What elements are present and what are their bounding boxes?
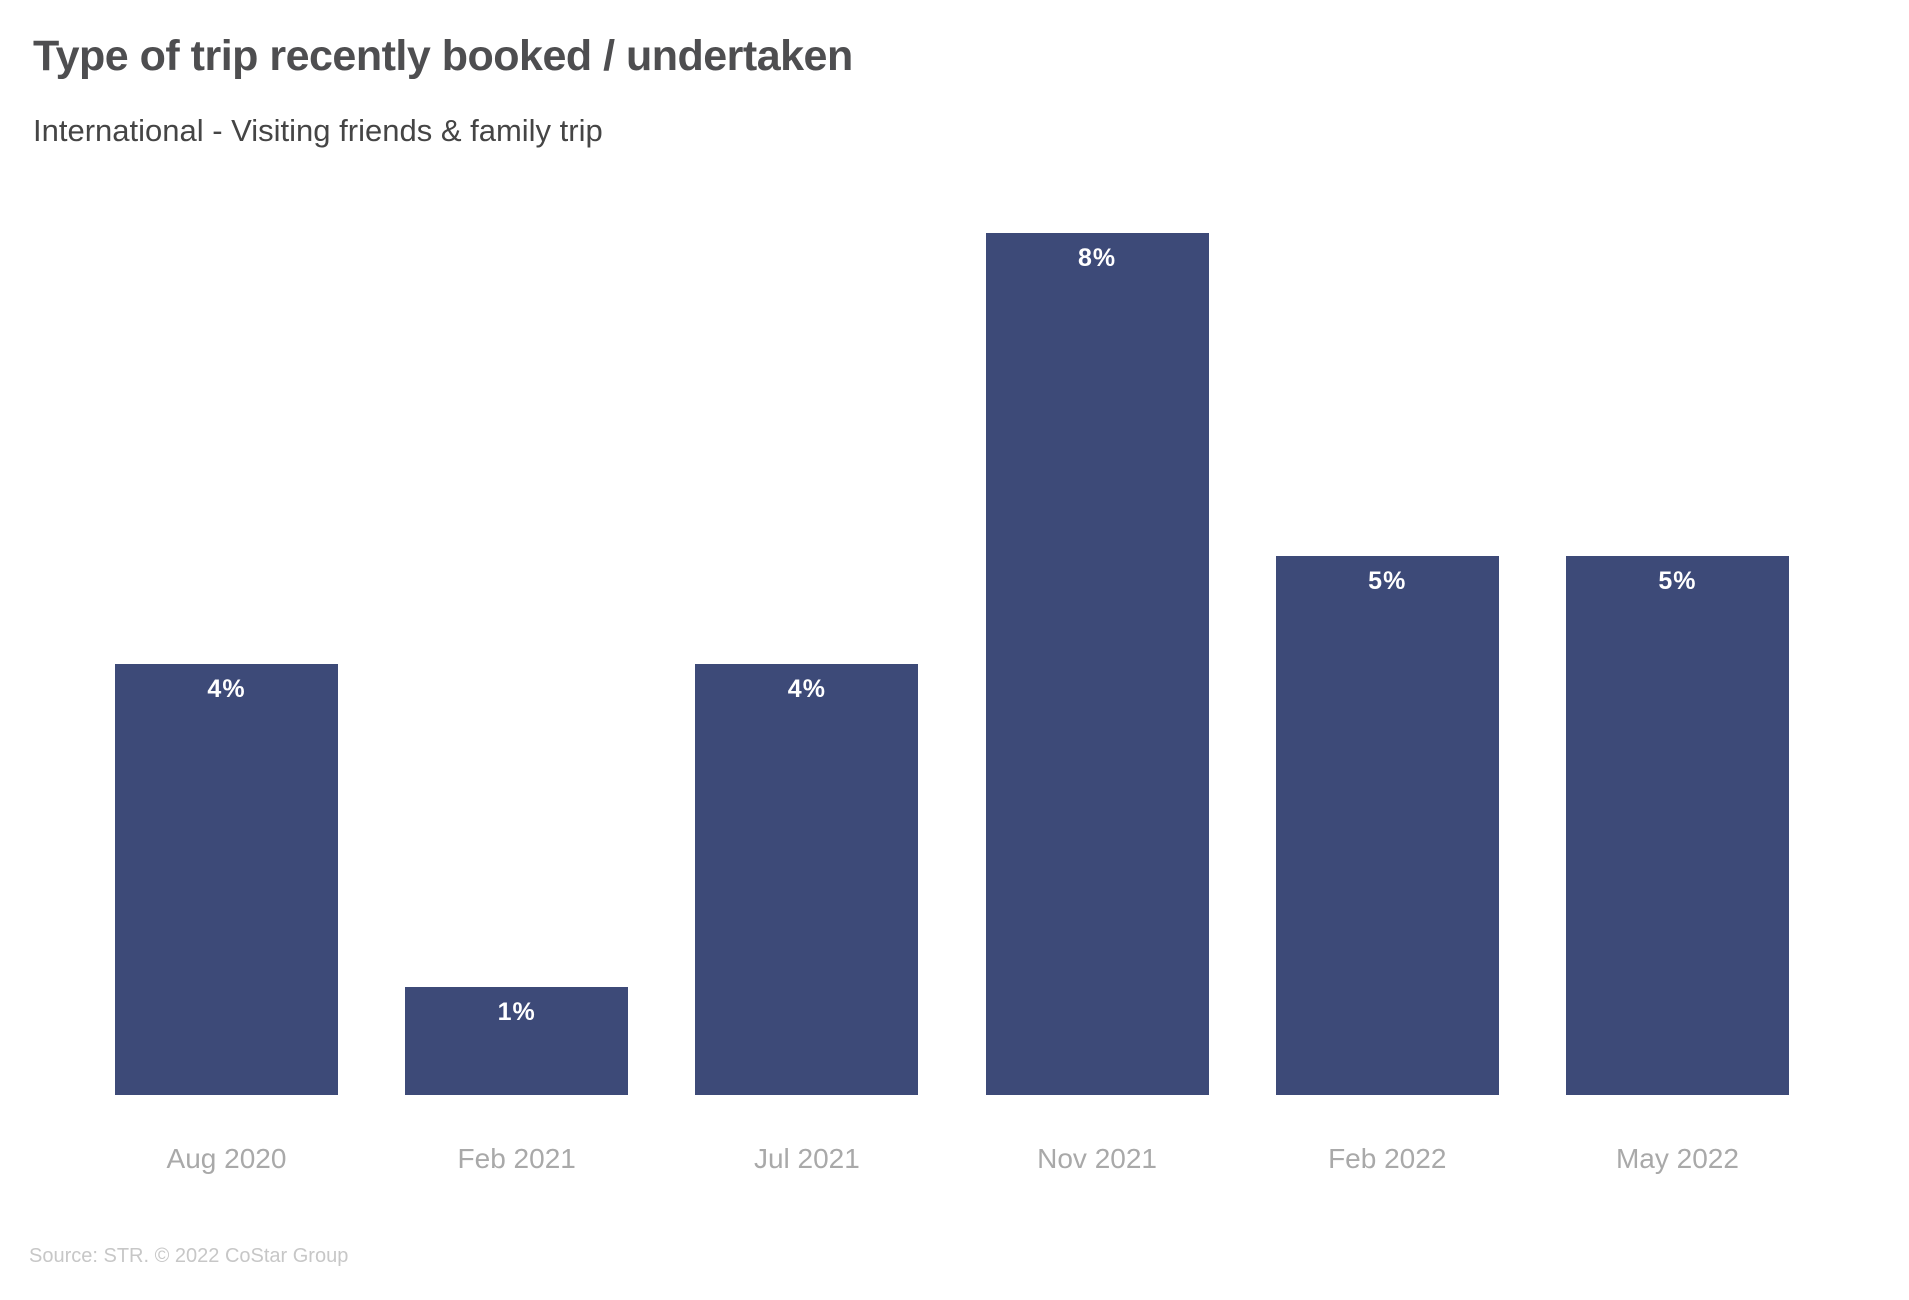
bar-aug-2020: 4% [115,664,338,1095]
plot-area: 4% 1% 4% 8% 5% 5% [115,233,1789,1095]
bar-value-label: 4% [787,675,826,703]
x-axis-label: May 2022 [1615,1143,1739,1174]
x-axis: Aug 2020 Feb 2021 Jul 2021 Nov 2021 Feb 2022… [115,1143,1789,1175]
x-axis-label: Nov 2021 [1037,1143,1157,1174]
bar-value-label: 5% [1658,567,1697,595]
bar-nov-2021: 8% [985,233,1209,1095]
bar-feb-2021: 1% [405,987,629,1095]
bar-feb-2022: 5% [1275,556,1499,1095]
x-axis-label: Jul 2021 [753,1143,860,1174]
x-axis-label: Feb 2022 [1328,1143,1447,1174]
source-note: Source: STR. © 2022 CoStar Group [29,1245,349,1267]
x-axis-label: Aug 2020 [166,1143,287,1174]
bar-value-label: 5% [1368,567,1407,595]
x-axis-label: Feb 2021 [457,1143,576,1174]
bar-may-2022: 5% [1565,556,1789,1095]
bar-value-label: 1% [497,998,536,1026]
chart-title: Type of trip recently booked / undertake… [33,32,853,80]
bar-jul-2021: 4% [695,664,919,1095]
chart-subtitle: International - Visiting friends & famil… [33,113,603,148]
bar-value-label: 4% [207,675,246,703]
bar-value-label: 8% [1077,244,1117,272]
